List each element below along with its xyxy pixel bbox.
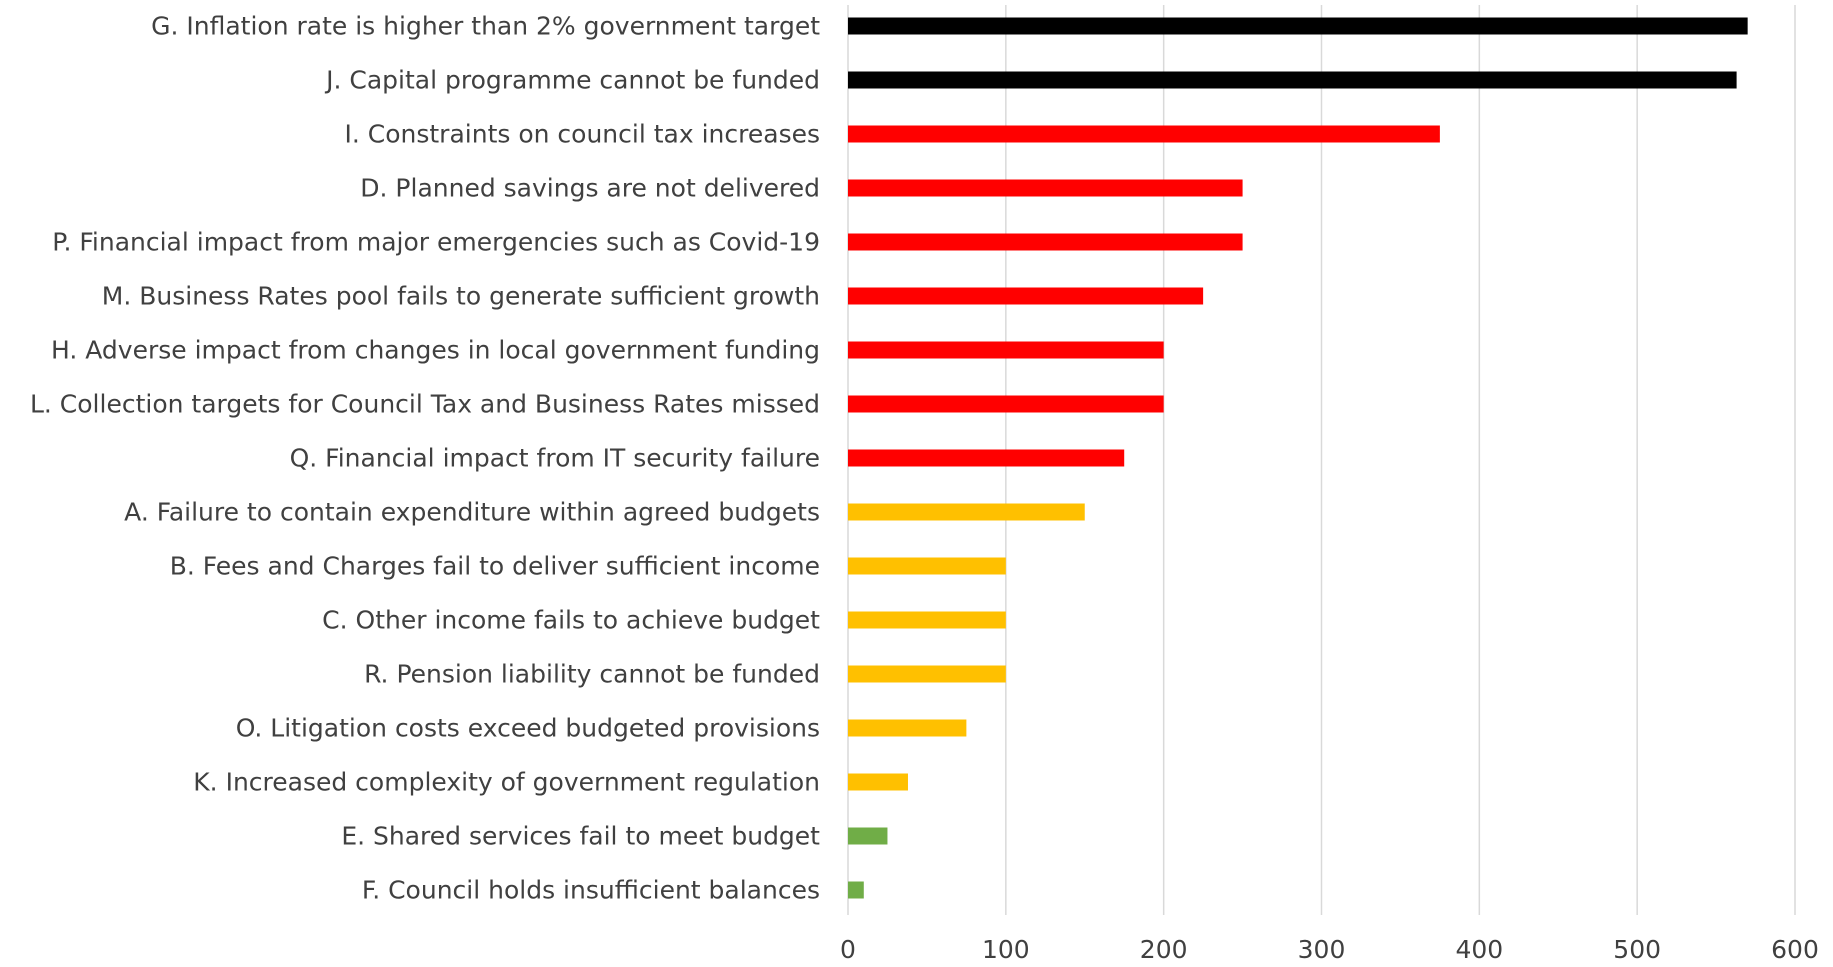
x-tick-label: 300 — [1298, 935, 1346, 964]
x-tick-label: 0 — [840, 935, 856, 964]
bar — [848, 395, 1164, 413]
bar — [848, 611, 1006, 629]
x-tick-label: 200 — [1140, 935, 1188, 964]
bar — [848, 827, 888, 845]
x-tick-label: 500 — [1613, 935, 1661, 964]
category-label: K. Increased complexity of government re… — [193, 768, 820, 797]
bars — [848, 17, 1748, 899]
x-tick-label: 100 — [982, 935, 1030, 964]
category-label: F. Council holds insufficient balances — [362, 876, 820, 905]
bar — [848, 449, 1125, 467]
bar — [848, 503, 1085, 521]
bar — [848, 341, 1164, 359]
bar — [848, 179, 1243, 197]
bar — [848, 557, 1006, 575]
category-label: R. Pension liability cannot be funded — [364, 660, 820, 689]
bar — [848, 17, 1748, 35]
category-label: B. Fees and Charges fail to deliver suff… — [170, 552, 820, 581]
category-label: M. Business Rates pool fails to generate… — [102, 282, 820, 311]
category-label: I. Constraints on council tax increases — [344, 120, 820, 149]
bar — [848, 719, 967, 737]
gridlines — [847, 5, 1796, 915]
category-label: J. Capital programme cannot be funded — [324, 66, 820, 95]
bar — [848, 881, 864, 899]
x-tick-label: 600 — [1771, 935, 1819, 964]
x-tick-label: 400 — [1455, 935, 1503, 964]
bar — [848, 71, 1737, 89]
bar — [848, 233, 1243, 251]
category-label: E. Shared services fail to meet budget — [341, 822, 820, 851]
category-labels: G. Inflation rate is higher than 2% gove… — [30, 12, 820, 905]
category-label: P. Financial impact from major emergenci… — [52, 228, 820, 257]
bar — [848, 773, 908, 791]
bar — [848, 125, 1440, 143]
category-label: A. Failure to contain expenditure within… — [124, 498, 820, 527]
category-label: C. Other income fails to achieve budget — [322, 606, 820, 635]
bar — [848, 665, 1006, 683]
bar — [848, 287, 1204, 305]
category-label: G. Inflation rate is higher than 2% gove… — [151, 12, 820, 41]
category-label: O. Litigation costs exceed budgeted prov… — [236, 714, 820, 743]
category-label: L. Collection targets for Council Tax an… — [30, 390, 820, 419]
category-label: H. Adverse impact from changes in local … — [51, 336, 820, 365]
x-axis-tick-labels: 0 100 200 300 400 500 600 — [840, 935, 1819, 964]
category-label: Q. Financial impact from IT security fai… — [290, 444, 820, 473]
category-label: D. Planned savings are not delivered — [360, 174, 820, 203]
